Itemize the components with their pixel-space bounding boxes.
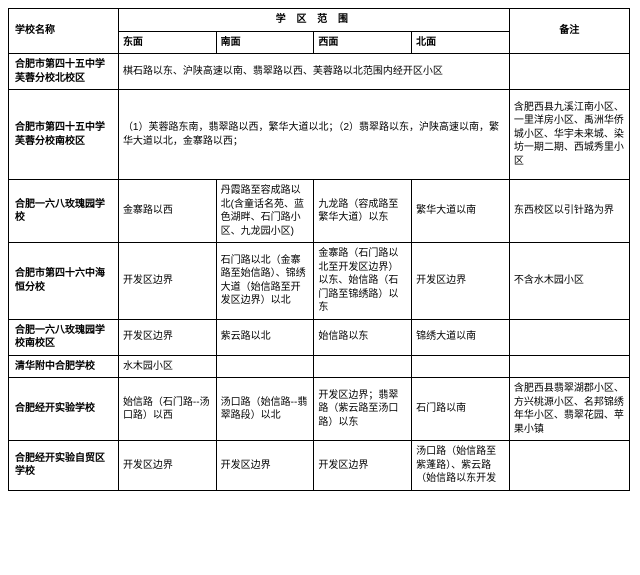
note-cell bbox=[509, 441, 629, 491]
note-cell: 含肥西县九溪江南小区、一里洋房小区、禹洲华侨城小区、华宇未来城、染坊一期二期、西… bbox=[509, 90, 629, 180]
header-west: 西面 bbox=[314, 31, 412, 54]
east-cell: 开发区边界 bbox=[118, 441, 216, 491]
west-cell bbox=[314, 355, 412, 378]
west-cell: 始信路以东 bbox=[314, 319, 412, 355]
school-name: 合肥市第四十五中学芙蓉分校南校区 bbox=[9, 90, 119, 180]
note-cell bbox=[509, 319, 629, 355]
note-cell bbox=[509, 54, 629, 90]
south-cell: 紫云路以北 bbox=[216, 319, 314, 355]
note-cell: 不含水木园小区 bbox=[509, 243, 629, 320]
range-merged: 棋石路以东、沪陕高速以南、翡翠路以西、芙蓉路以北范围内经开区小区 bbox=[118, 54, 509, 90]
east-cell: 开发区边界 bbox=[118, 243, 216, 320]
south-cell: 汤口路（始信路--翡翠路段）以北 bbox=[216, 378, 314, 441]
table-body: 合肥市第四十五中学芙蓉分校北校区 棋石路以东、沪陕高速以南、翡翠路以西、芙蓉路以… bbox=[9, 54, 630, 491]
table-row: 合肥市第四十五中学芙蓉分校北校区 棋石路以东、沪陕高速以南、翡翠路以西、芙蓉路以… bbox=[9, 54, 630, 90]
table-row: 清华附中合肥学校 水木园小区 bbox=[9, 355, 630, 378]
table-row: 合肥市第四十六中海恒分校 开发区边界 石门路以北（金寨路至始信路）、锦绣大道（始… bbox=[9, 243, 630, 320]
north-cell bbox=[412, 355, 510, 378]
north-cell: 繁华大道以南 bbox=[412, 180, 510, 243]
table-row: 合肥经开实验学校 始信路（石门路--汤口路）以西 汤口路（始信路--翡翠路段）以… bbox=[9, 378, 630, 441]
table-row: 合肥一六八玫瑰园学校 金寨路以西 丹霞路至容成路以北(含童话名苑、蓝色湖畔、石门… bbox=[9, 180, 630, 243]
school-name: 清华附中合肥学校 bbox=[9, 355, 119, 378]
note-cell: 含肥西县翡翠湖郡小区、方兴桃源小区、名邦锦绣年华小区、翡翠花园、苹果小镇 bbox=[509, 378, 629, 441]
header-south: 南面 bbox=[216, 31, 314, 54]
west-cell: 开发区边界 bbox=[314, 441, 412, 491]
west-cell: 九龙路（容成路至繁华大道）以东 bbox=[314, 180, 412, 243]
table-row: 合肥市第四十五中学芙蓉分校南校区 （1）芙蓉路东南，翡翠路以西，繁华大道以北；（… bbox=[9, 90, 630, 180]
east-cell: 开发区边界 bbox=[118, 319, 216, 355]
header-east: 东面 bbox=[118, 31, 216, 54]
south-cell: 丹霞路至容成路以北(含童话名苑、蓝色湖畔、石门路小区、九龙园小区) bbox=[216, 180, 314, 243]
header-school: 学校名称 bbox=[9, 9, 119, 54]
school-name: 合肥市第四十六中海恒分校 bbox=[9, 243, 119, 320]
note-cell bbox=[509, 355, 629, 378]
header-range: 学 区 范 围 bbox=[118, 9, 509, 32]
school-district-table: 学校名称 学 区 范 围 备注 东面 南面 西面 北面 合肥市第四十五中学芙蓉分… bbox=[8, 8, 630, 491]
north-cell: 锦绣大道以南 bbox=[412, 319, 510, 355]
east-cell: 水木园小区 bbox=[118, 355, 216, 378]
school-name: 合肥市第四十五中学芙蓉分校北校区 bbox=[9, 54, 119, 90]
west-cell: 金寨路（石门路以北至开发区边界）以东、始信路（石门路至锦绣路）以东 bbox=[314, 243, 412, 320]
table-row: 合肥一六八玫瑰园学校南校区 开发区边界 紫云路以北 始信路以东 锦绣大道以南 bbox=[9, 319, 630, 355]
range-merged: （1）芙蓉路东南，翡翠路以西，繁华大道以北；（2）翡翠路以东，沪陕高速以南，繁华… bbox=[118, 90, 509, 180]
note-cell: 东西校区以引针路为界 bbox=[509, 180, 629, 243]
east-cell: 金寨路以西 bbox=[118, 180, 216, 243]
header-north: 北面 bbox=[412, 31, 510, 54]
school-name: 合肥经开实验学校 bbox=[9, 378, 119, 441]
north-cell: 开发区边界 bbox=[412, 243, 510, 320]
north-cell: 汤口路（始信路至紫蓬路）、紫云路（始信路以东开发 bbox=[412, 441, 510, 491]
south-cell bbox=[216, 355, 314, 378]
west-cell: 开发区边界；翡翠路（紫云路至汤口路）以东 bbox=[314, 378, 412, 441]
school-name: 合肥经开实验自贸区学校 bbox=[9, 441, 119, 491]
school-name: 合肥一六八玫瑰园学校 bbox=[9, 180, 119, 243]
east-cell: 始信路（石门路--汤口路）以西 bbox=[118, 378, 216, 441]
header-note: 备注 bbox=[509, 9, 629, 54]
south-cell: 石门路以北（金寨路至始信路）、锦绣大道（始信路至开发区边界）以北 bbox=[216, 243, 314, 320]
school-name: 合肥一六八玫瑰园学校南校区 bbox=[9, 319, 119, 355]
table-row: 合肥经开实验自贸区学校 开发区边界 开发区边界 开发区边界 汤口路（始信路至紫蓬… bbox=[9, 441, 630, 491]
north-cell: 石门路以南 bbox=[412, 378, 510, 441]
south-cell: 开发区边界 bbox=[216, 441, 314, 491]
